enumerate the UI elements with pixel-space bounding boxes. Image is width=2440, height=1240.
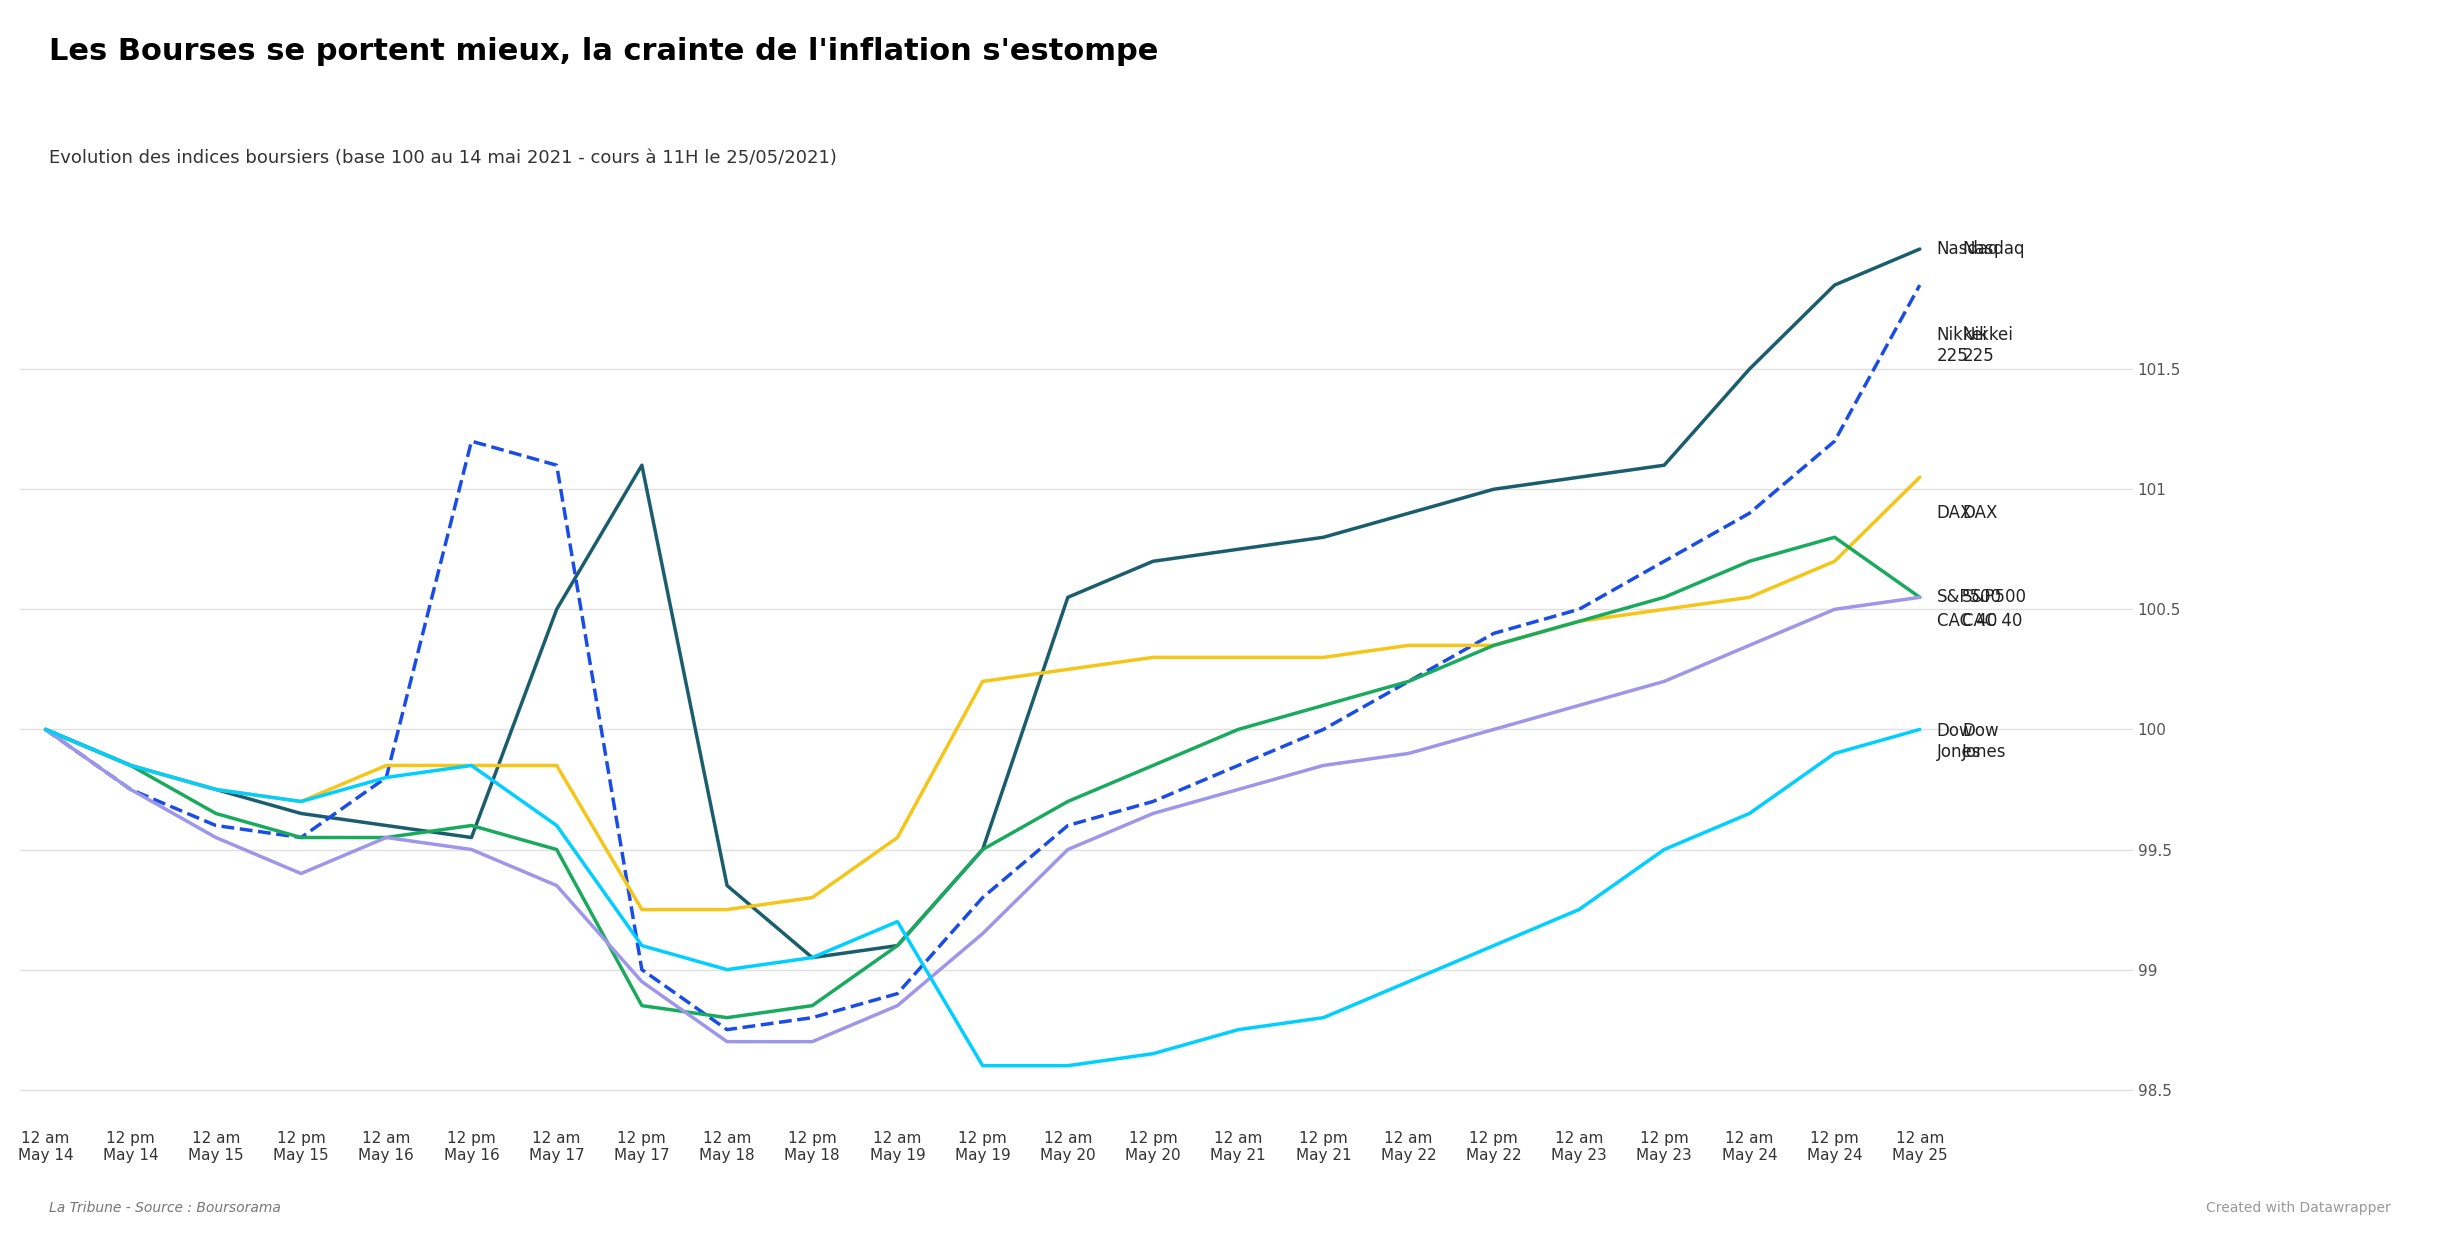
Text: CAC 40: CAC 40: [1962, 613, 2023, 630]
Text: Evolution des indices boursiers (base 100 au 14 mai 2021 - cours à 11H le 25/05/: Evolution des indices boursiers (base 10…: [49, 149, 837, 167]
Text: Dow
Jones: Dow Jones: [1962, 722, 2006, 761]
Text: S&P500: S&P500: [1962, 588, 2028, 606]
Text: DAX: DAX: [1962, 505, 1998, 522]
Text: DAX: DAX: [1937, 505, 1972, 522]
Text: Nasdaq: Nasdaq: [1962, 241, 2025, 258]
Text: Nasdaq: Nasdaq: [1937, 241, 1998, 258]
Text: Created with Datawrapper: Created with Datawrapper: [2206, 1202, 2391, 1215]
Text: Les Bourses se portent mieux, la crainte de l'inflation s'estompe: Les Bourses se portent mieux, la crainte…: [49, 37, 1159, 66]
Text: Dow
Jones: Dow Jones: [1937, 722, 1981, 761]
Text: Nikkei
225: Nikkei 225: [1937, 326, 1989, 365]
Text: Nikkei
225: Nikkei 225: [1962, 326, 2013, 365]
Text: S&P500: S&P500: [1937, 588, 2001, 606]
Text: La Tribune - Source : Boursorama: La Tribune - Source : Boursorama: [49, 1202, 281, 1215]
Text: CAC 40: CAC 40: [1937, 613, 1998, 630]
